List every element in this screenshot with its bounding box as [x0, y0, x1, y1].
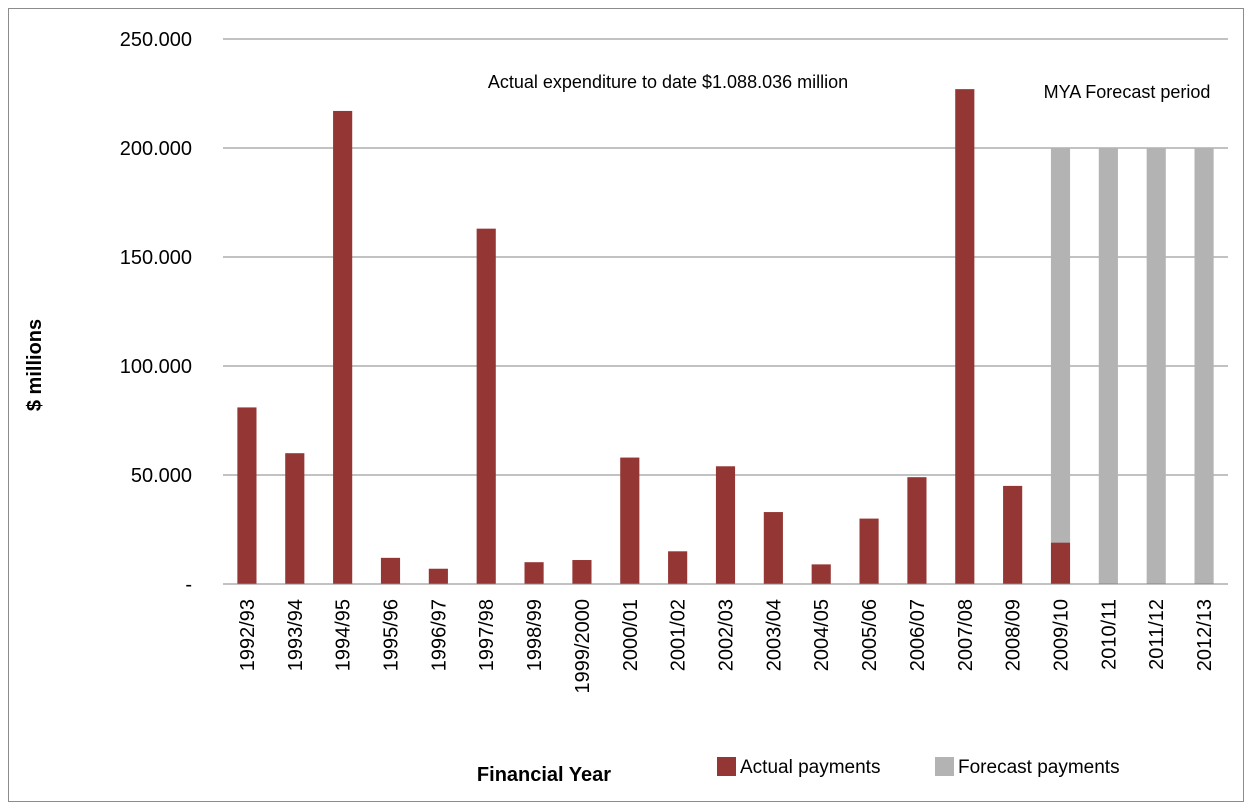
x-axis-title: Financial Year [477, 764, 611, 786]
x-tick-label: 2005/06 [859, 599, 881, 671]
x-tick-label: 2012/13 [1194, 599, 1216, 671]
bar-actual [1003, 485, 1023, 584]
x-tick-label: 2001/02 [668, 599, 690, 671]
bar-actual [524, 562, 544, 584]
bar-actual [1050, 542, 1071, 584]
y-tick-label: 200.000 [120, 138, 192, 160]
x-tick-label: 2004/05 [811, 599, 833, 671]
bar-actual [668, 551, 688, 584]
bar-forecast [1098, 148, 1118, 584]
y-tick-label: 50.000 [131, 465, 192, 487]
legend-label-actual: Actual payments [740, 757, 880, 778]
bar-actual [763, 512, 783, 584]
y-axis-ticks: - 50.000 100.000 150.000 200.000 250.000 [120, 29, 192, 596]
x-tick-label: 1998/99 [524, 599, 546, 671]
x-tick-label: 2007/08 [955, 599, 977, 671]
x-tick-label: 2006/07 [907, 599, 929, 671]
bar-actual [285, 453, 305, 584]
bar-actual [907, 477, 927, 584]
x-tick-label: 2009/10 [1051, 599, 1073, 671]
chart-frame [8, 8, 1244, 802]
bar-forecast [1146, 148, 1166, 584]
y-tick-label: 150.000 [120, 247, 192, 269]
y-tick-label: - [185, 574, 192, 596]
bar-actual [476, 228, 496, 584]
x-tick-label: 1997/98 [476, 599, 498, 671]
y-tick-label: 100.000 [120, 356, 192, 378]
bar-forecast [1194, 148, 1214, 584]
x-tick-label: 1992/93 [237, 599, 259, 671]
legend-swatch-forecast [935, 757, 954, 776]
bar-actual [715, 466, 736, 584]
legend: Actual payments Forecast payments [717, 757, 1120, 778]
legend-swatch-actual [717, 757, 736, 776]
bar-actual [380, 557, 401, 584]
bar-actual [237, 407, 257, 584]
bar-forecast [1050, 148, 1071, 543]
legend-label-forecast: Forecast payments [958, 757, 1120, 778]
bar-actual [811, 564, 831, 584]
forecast-period-annotation: MYA Forecast period [1044, 82, 1211, 102]
bar-actual [428, 568, 448, 584]
x-tick-label: 2008/09 [1003, 599, 1025, 671]
x-tick-label: 1995/96 [381, 599, 403, 671]
bar-actual [859, 518, 879, 584]
x-tick-label: 2000/01 [620, 599, 642, 671]
x-tick-label: 1993/94 [285, 599, 307, 671]
x-axis-ticks: 1992/93 1993/94 1994/95 1995/96 1996/97 1997/… [237, 599, 1216, 694]
y-tick-label: 250.000 [120, 29, 192, 51]
x-tick-label: 2010/11 [1098, 599, 1120, 670]
x-tick-label: 2002/03 [716, 599, 738, 671]
x-tick-label: 1994/95 [333, 599, 355, 671]
gridlines [223, 38, 1228, 476]
bars [237, 89, 1214, 584]
bar-actual [620, 457, 640, 584]
bar-actual [572, 560, 592, 584]
bar-actual [955, 89, 975, 584]
x-tick-label: 2003/04 [763, 599, 785, 671]
bar-actual [333, 110, 353, 584]
y-axis-title: $ millions [24, 319, 46, 411]
x-tick-label: 2011/12 [1146, 599, 1168, 670]
x-tick-label: 1996/97 [428, 599, 450, 671]
x-tick-label: 1999/2000 [572, 599, 594, 694]
actual-expenditure-annotation: Actual expenditure to date $1.088.036 mi… [488, 72, 848, 92]
